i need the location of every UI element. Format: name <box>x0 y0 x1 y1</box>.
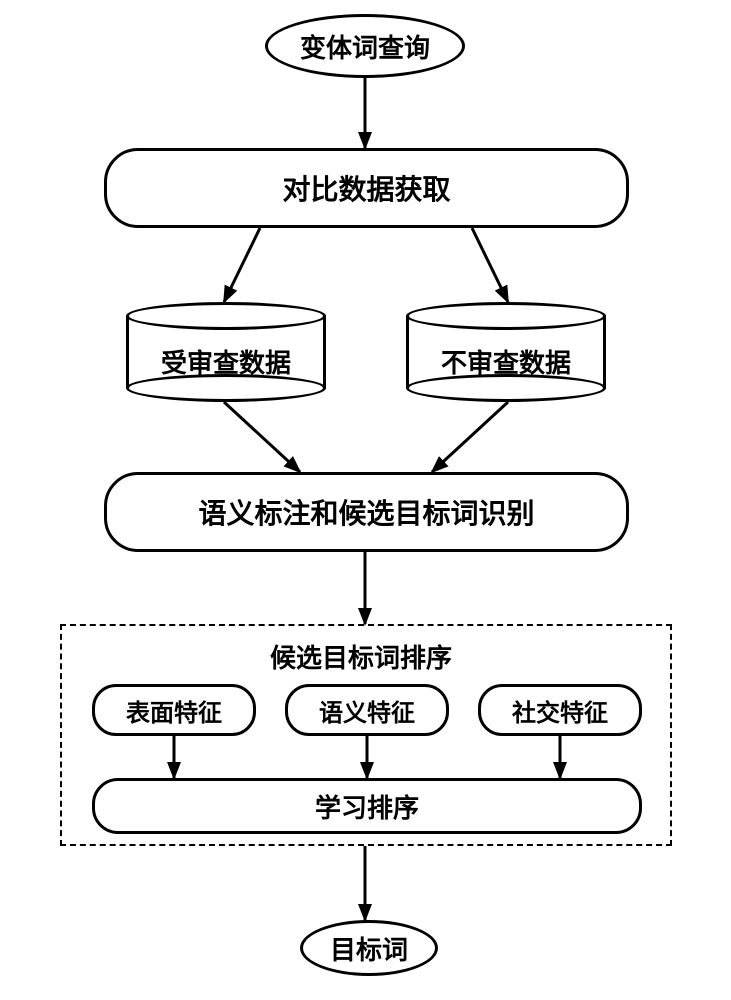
node-censored-data-cylinder: 受审查数据 <box>126 302 326 402</box>
node-social-feature: 社交特征 <box>478 684 642 736</box>
group-title-label: 候选目标词排序 <box>270 638 452 675</box>
diagram-canvas: 变体词查询 对比数据获取 受审查数据 不审查数据 语义标注和候选目标词识别 候选… <box>0 0 731 1000</box>
feat2-label: 语义特征 <box>319 693 415 728</box>
node-surface-feature: 表面特征 <box>92 684 256 736</box>
node-learning-to-rank: 学习排序 <box>92 778 642 834</box>
cylinder-a-label: 受审查数据 <box>126 343 326 380</box>
node-target-word-ellipse: 目标词 <box>300 920 438 976</box>
node-start-label: 变体词查询 <box>300 28 430 65</box>
end-label: 目标词 <box>330 930 408 967</box>
cylinder-top <box>406 302 606 330</box>
group-title: 候选目标词排序 <box>270 638 452 675</box>
node-compare: 对比数据获取 <box>104 148 629 228</box>
node-semantic-feature: 语义特征 <box>285 684 449 736</box>
cylinder-top <box>126 302 326 330</box>
feat1-label: 表面特征 <box>126 693 222 728</box>
cylinder-b-label: 不审查数据 <box>406 343 606 380</box>
learn-label: 学习排序 <box>315 788 419 825</box>
node-start-ellipse: 变体词查询 <box>265 14 465 78</box>
feat3-label: 社交特征 <box>512 693 608 728</box>
node-uncensored-data-cylinder: 不审查数据 <box>406 302 606 402</box>
node-semantic-annotation: 语义标注和候选目标词识别 <box>104 472 629 552</box>
node-compare-label: 对比数据获取 <box>282 168 450 208</box>
node-semantic-label: 语义标注和候选目标词识别 <box>198 492 534 532</box>
